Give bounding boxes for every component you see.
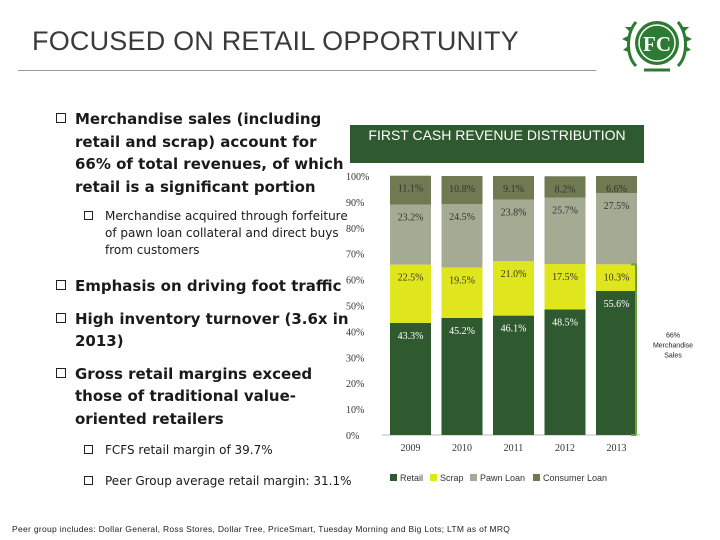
revenue-distribution-chart: 0% 10% 20% 30% 40% 50% 60% 70% 80% 90% 100% 43.3% 22…: [346, 172, 693, 483]
bar-scrap: [390, 264, 431, 323]
data-label: 10.3%: [604, 272, 630, 283]
subbullet-fcfs-margin: FCFS retail margin of 39.7%: [56, 442, 356, 459]
x-tick-label: 2011: [504, 443, 524, 454]
bullet-text: High inventory turnover (3.6x in 2013): [75, 309, 349, 351]
bar-consumer-loan: [544, 176, 586, 198]
bullet-text: Merchandise sales (including retail and …: [75, 110, 344, 196]
bar-pawn-loan: [544, 197, 586, 265]
y-tick-label: 50%: [346, 302, 364, 313]
bullet-list: Merchandise sales (including retail and …: [56, 108, 356, 490]
data-label: 46.1%: [501, 324, 527, 335]
bar-scrap: [493, 261, 534, 316]
legend-swatch: [390, 474, 397, 481]
x-tick-label: 2009: [401, 443, 421, 454]
bullet-text: Peer Group average retail margin: 31.1%: [105, 474, 352, 488]
bullet-text: Emphasis on driving foot traffic: [75, 277, 342, 295]
laurel-right-icon: [676, 21, 692, 68]
data-label: 23.2%: [398, 212, 424, 223]
data-label: 21.0%: [501, 269, 527, 280]
page-title: FOCUSED ON RETAIL OPPORTUNITY: [32, 26, 519, 56]
bar-consumer-loan: [390, 175, 431, 205]
y-tick-label: 70%: [346, 250, 364, 261]
data-label: 23.8%: [501, 208, 527, 219]
bullet-merchandise: Merchandise sales (including retail and …: [56, 108, 356, 198]
data-label: 45.2%: [449, 326, 475, 337]
y-tick-label: 30%: [346, 353, 364, 364]
data-label: 22.5%: [398, 273, 424, 284]
bar-retail: [441, 317, 483, 435]
subbullet-peer-margin: Peer Group average retail margin: 31.1%: [56, 473, 356, 490]
data-label: 11.1%: [398, 184, 423, 195]
bullet-text: Gross retail margins exceed those of tra…: [75, 364, 313, 428]
checkbox-bullet-icon: [84, 476, 93, 485]
bar-pawn-loan: [596, 193, 637, 265]
bar-scrap: [596, 264, 637, 291]
bullet-inventory: High inventory turnover (3.6x in 2013): [56, 308, 356, 353]
bar-pawn-loan: [441, 203, 483, 268]
y-tick-label: 0%: [346, 431, 359, 442]
checkbox-bullet-icon: [56, 367, 66, 378]
y-tick-label: 60%: [346, 276, 364, 287]
data-label: 8.2%: [555, 184, 576, 195]
legend-label: Pawn Loan: [480, 473, 525, 483]
legend-swatch: [470, 474, 477, 481]
bar-pawn-loan: [493, 199, 534, 262]
legend-label: Consumer Loan: [543, 473, 607, 483]
data-label: 17.5%: [552, 272, 578, 283]
footnote: Peer group includes: Dollar General, Ros…: [12, 524, 511, 534]
data-label: 19.5%: [449, 275, 475, 286]
y-tick-label: 90%: [346, 198, 364, 209]
y-tick-label: 10%: [346, 405, 364, 416]
bar-retail: [493, 315, 534, 435]
bar-retail: [596, 290, 637, 435]
checkbox-bullet-icon: [56, 113, 66, 123]
bar-retail: [544, 309, 586, 435]
data-label: 27.5%: [604, 201, 630, 212]
bullet-text: FCFS retail margin of 39.7%: [105, 443, 273, 457]
laurel-left-icon: [622, 21, 638, 68]
legend-swatch: [430, 474, 437, 481]
bullet-foot-traffic: Emphasis on driving foot traffic: [56, 275, 356, 298]
checkbox-bullet-icon: [56, 312, 66, 323]
bar-scrap: [441, 267, 483, 318]
bullet-text: Merchandise acquired through forfeiture …: [105, 209, 348, 257]
checkbox-bullet-icon: [56, 280, 66, 290]
bar-consumer-loan: [441, 176, 483, 204]
data-label: 55.6%: [604, 299, 630, 310]
logo-letters: FC: [643, 32, 671, 56]
y-tick-label: 80%: [346, 224, 364, 235]
checkbox-bullet-icon: [84, 445, 93, 454]
y-tick-label: 40%: [346, 327, 364, 338]
legend-label: Retail: [400, 473, 423, 483]
legend-label: Scrap: [440, 473, 464, 483]
data-label: 9.1%: [503, 184, 524, 195]
y-tick-label: 20%: [346, 379, 364, 390]
data-label: 10.8%: [449, 184, 475, 195]
bar-scrap: [544, 264, 586, 310]
bar-retail: [390, 322, 431, 435]
subbullet-acquired: Merchandise acquired through forfeiture …: [56, 208, 356, 259]
data-label: 25.7%: [552, 205, 578, 216]
merchandise-annotation: 66% Merchandise Sales: [653, 333, 693, 360]
data-label: 6.6%: [606, 184, 627, 195]
bar-pawn-loan: [390, 204, 431, 265]
legend-swatch: [533, 474, 540, 481]
company-logo: FC: [622, 21, 692, 72]
x-tick-label: 2012: [555, 443, 575, 454]
data-label: 24.5%: [449, 212, 475, 223]
x-tick-label: 2013: [607, 443, 627, 454]
title-rule: [18, 70, 596, 71]
checkbox-bullet-icon: [84, 211, 93, 220]
data-label: 48.5%: [552, 317, 578, 328]
y-tick-label: 100%: [346, 172, 369, 183]
chart-header: FIRST CASH REVENUE DISTRIBUTION: [350, 125, 644, 163]
bar-consumer-loan: [596, 176, 637, 194]
bullet-margins: Gross retail margins exceed those of tra…: [56, 363, 356, 431]
x-tick-label: 2010: [452, 443, 472, 454]
data-label: 43.3%: [398, 331, 424, 342]
bar-consumer-loan: [493, 176, 534, 200]
